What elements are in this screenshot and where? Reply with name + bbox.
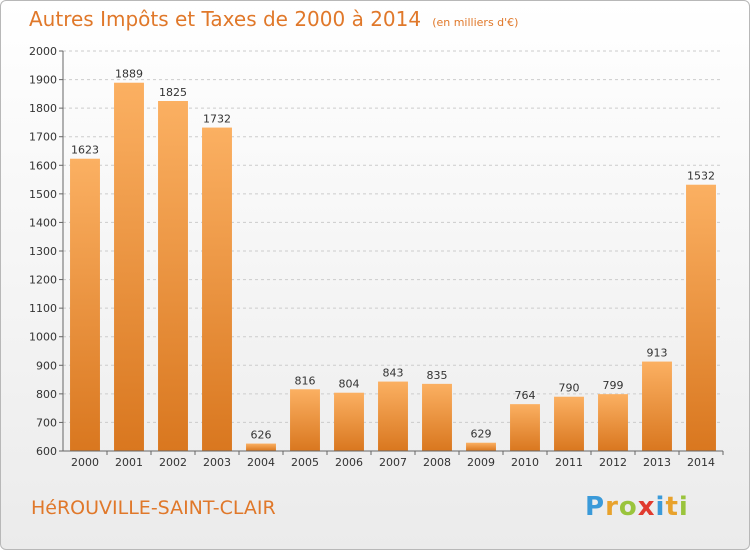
data-label: 1889 — [115, 68, 143, 81]
y-tick-label: 700 — [36, 416, 57, 429]
data-label: 804 — [339, 378, 360, 391]
x-tick-label: 2000 — [71, 456, 99, 469]
bars — [70, 82, 716, 452]
x-tick-label: 2005 — [291, 456, 319, 469]
bar-2002 — [158, 101, 188, 451]
logo-letter: i — [678, 492, 689, 522]
y-tick-label: 900 — [36, 359, 57, 372]
y-tick-label: 1100 — [29, 302, 57, 315]
chart-title-main: Autres Impôts et Taxes de 2000 à 2014 — [29, 7, 422, 31]
bar-2011 — [554, 396, 584, 451]
y-tick-label: 1900 — [29, 74, 57, 87]
x-tick-label: 2011 — [555, 456, 583, 469]
x-axis: 2000 2001 2002 2003 2004 2005 2006 2007 2008 2009… — [63, 450, 724, 469]
y-tick-label: 2000 — [29, 45, 57, 58]
data-label: 626 — [251, 429, 272, 442]
bar-2008 — [422, 383, 452, 451]
data-label: 629 — [471, 428, 492, 441]
x-tick-label: 2006 — [335, 456, 363, 469]
logo-letter: P — [585, 492, 606, 522]
logo-letter: x — [637, 492, 656, 522]
y-tick-label: 1800 — [29, 102, 57, 115]
data-label: 835 — [427, 369, 448, 382]
data-label: 790 — [559, 382, 580, 395]
bar-2007 — [378, 381, 408, 451]
bar-2010 — [510, 404, 540, 451]
proxiti-logo[interactable]: Proxiti — [585, 492, 689, 522]
bar-2014 — [686, 184, 716, 451]
y-tick-label: 1700 — [29, 131, 57, 144]
data-label: 764 — [515, 389, 536, 402]
data-label: 1532 — [687, 170, 715, 183]
y-tick-label: 800 — [36, 388, 57, 401]
x-tick-label: 2013 — [643, 456, 671, 469]
y-tick-label: 600 — [36, 445, 57, 458]
bar-2013 — [642, 361, 672, 451]
data-label: 913 — [647, 347, 668, 360]
x-tick-label: 2007 — [379, 456, 407, 469]
data-label: 1825 — [159, 86, 187, 99]
x-tick-label: 2009 — [467, 456, 495, 469]
y-tick-label: 1600 — [29, 159, 57, 172]
commune-name: HéROUVILLE-SAINT-CLAIR — [31, 497, 276, 519]
data-label: 816 — [295, 374, 316, 387]
bar-2001 — [114, 82, 144, 451]
data-label: 1623 — [71, 144, 99, 157]
logo-letter: t — [665, 492, 679, 522]
x-tick-label: 2012 — [599, 456, 627, 469]
y-tick-label: 1500 — [29, 188, 57, 201]
x-tick-label: 2010 — [511, 456, 539, 469]
bar-2005 — [290, 389, 320, 451]
logo-letter: r — [605, 492, 619, 522]
bar-2006 — [334, 392, 364, 451]
bar-2003 — [202, 127, 232, 452]
logo-letter: i — [655, 492, 666, 522]
bar-2000 — [70, 158, 100, 451]
x-tick-label: 2002 — [159, 456, 187, 469]
bar-2009 — [466, 442, 496, 451]
y-tick-label: 1000 — [29, 331, 57, 344]
x-tick-label: 2004 — [247, 456, 275, 469]
data-label: 843 — [383, 367, 404, 380]
y-tick-label: 1300 — [29, 245, 57, 258]
logo-letter: o — [618, 492, 638, 522]
x-tick-label: 2014 — [687, 456, 715, 469]
y-tick-label: 1400 — [29, 216, 57, 229]
bar-2012 — [598, 394, 628, 451]
chart-title-unit: (en milliers d'€) — [432, 16, 519, 29]
data-label: 799 — [603, 379, 624, 392]
chart-title: Autres Impôts et Taxes de 2000 à 2014 (e… — [29, 7, 518, 31]
bar-2004 — [246, 443, 276, 451]
x-tick-label: 2003 — [203, 456, 231, 469]
x-tick-label: 2001 — [115, 456, 143, 469]
data-label: 1732 — [203, 113, 231, 126]
y-tick-label: 1200 — [29, 274, 57, 287]
data-labels: 1623 1889 1825 1732 626 816 804 843 835 629 764 790… — [71, 68, 715, 442]
y-axis: 600 700 800 900 1000 1100 1200 1300 1400 1500 1600… — [29, 45, 64, 458]
x-tick-label: 2008 — [423, 456, 451, 469]
